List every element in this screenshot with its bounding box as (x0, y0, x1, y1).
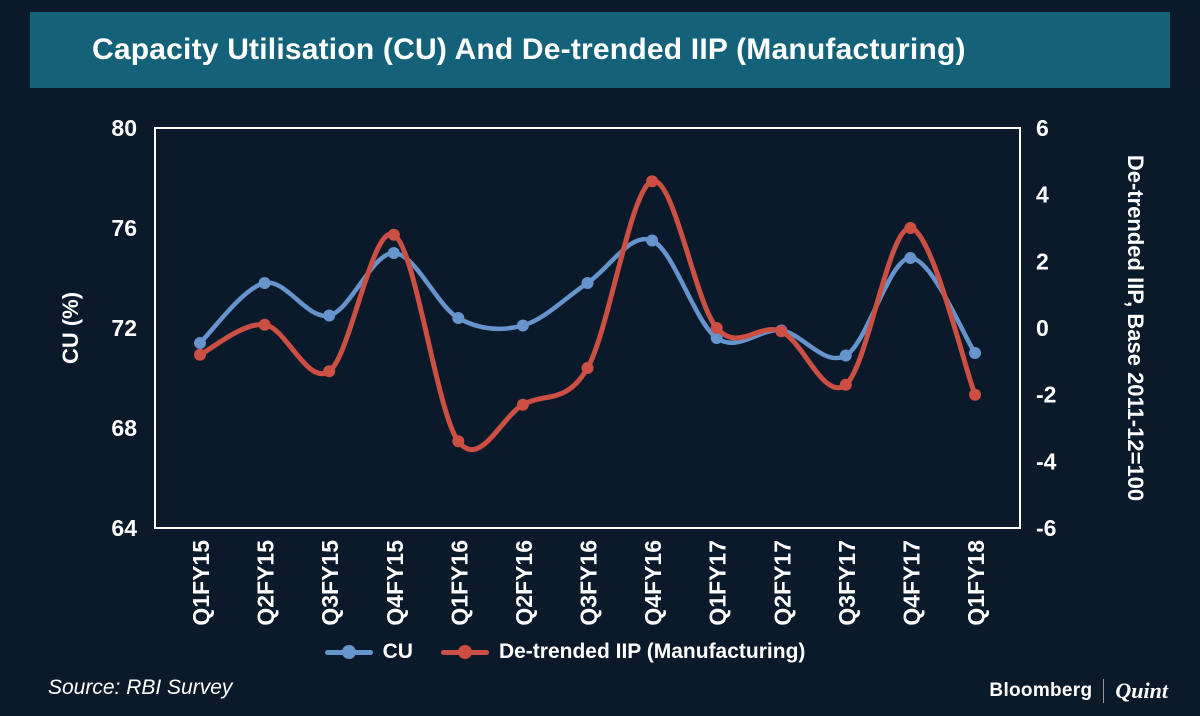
cu-legend-dot-icon (341, 645, 356, 659)
iip-point (387, 228, 400, 241)
left-tick-label: 80 (111, 115, 137, 141)
plot-border (154, 127, 1021, 529)
iip-point (452, 435, 465, 448)
brand-separator (1103, 679, 1105, 703)
cu-point (646, 234, 659, 247)
cu-point (194, 337, 206, 349)
iip-point (969, 388, 981, 401)
chart-title-bar: Capacity Utilisation (CU) And De-trended… (30, 12, 1170, 88)
cu-point (839, 349, 852, 362)
right-axis-title: De-trended IIP, Base 2011-12=100 (1123, 155, 1148, 501)
x-tick-label: Q4FY17 (898, 540, 924, 626)
iip-point (323, 365, 336, 378)
cu-point (323, 309, 336, 322)
cu-point (258, 277, 271, 289)
iip-point (710, 322, 723, 334)
iip-legend-dot-icon (457, 645, 472, 659)
iip-point (581, 362, 594, 374)
legend-item-iip: De-trended IIP (Manufacturing) (440, 640, 806, 664)
left-tick-label: 76 (111, 215, 137, 241)
cu-point (581, 277, 594, 289)
x-tick-label: Q1FY15 (188, 540, 214, 626)
right-tick-label: 2 (1036, 248, 1049, 274)
cu-point (387, 247, 400, 259)
chart-title: Capacity Utilisation (CU) And De-trended… (92, 33, 966, 66)
iip-point (258, 318, 271, 331)
right-tick-label: -2 (1036, 382, 1056, 408)
quint-logo: Quint (1115, 678, 1168, 703)
cu-point (452, 312, 465, 324)
iip-point (646, 175, 659, 188)
left-tick-label: 68 (111, 415, 137, 441)
cu-line (197, 236, 978, 361)
x-tick-label: Q4FY15 (382, 540, 408, 626)
right-tick-label: 4 (1036, 182, 1049, 208)
iip-line (197, 178, 978, 452)
iip-point (904, 222, 917, 234)
iip-point (516, 398, 529, 411)
iip-legend-marker (440, 645, 489, 659)
x-tick-label: Q1FY17 (705, 540, 731, 626)
x-tick-label: Q1FY18 (963, 540, 989, 626)
x-tick-label: Q1FY16 (446, 540, 472, 626)
right-tick-label: -6 (1036, 515, 1056, 541)
left-tick-label: 72 (111, 315, 137, 341)
iip-legend-label: De-trended IIP (Manufacturing) (498, 640, 806, 663)
right-tick-label: 0 (1036, 315, 1049, 341)
legend-item-cu: CU (324, 640, 413, 664)
right-tick-label: 6 (1036, 115, 1049, 141)
left-axis-title: CU (%) (58, 292, 83, 364)
x-tick-label: Q2FY16 (511, 540, 537, 626)
cu-point (516, 319, 529, 332)
x-tick-label: Q4FY16 (640, 540, 666, 626)
brand-logo: Bloomberg Quint (989, 678, 1168, 704)
iip-point (775, 325, 788, 338)
x-tick-label: Q3FY16 (576, 540, 602, 626)
cu-point (904, 252, 917, 264)
cu-point (969, 347, 981, 359)
x-tick-label: Q3FY17 (834, 540, 860, 626)
right-tick-label: -4 (1036, 448, 1057, 474)
x-tick-label: Q3FY15 (317, 540, 343, 626)
left-tick-label: 64 (111, 515, 137, 541)
iip-point (839, 378, 852, 391)
x-tick-label: Q2FY15 (253, 540, 279, 626)
chart-legend: CU De-trended IIP (Manufacturing) (0, 640, 1200, 664)
x-tick-label: Q2FY17 (769, 540, 795, 626)
cu-legend-marker (324, 645, 373, 659)
iip-point (194, 348, 206, 361)
cu-legend-label: CU (382, 640, 413, 663)
source-note: Source: RBI Survey (48, 676, 233, 699)
bloomberg-logo: Bloomberg (989, 680, 1093, 701)
cu-point (710, 332, 723, 344)
